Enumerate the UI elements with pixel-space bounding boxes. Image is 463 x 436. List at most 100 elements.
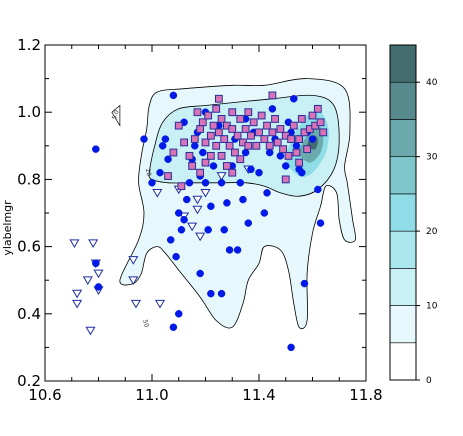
circle-point xyxy=(217,289,226,298)
triangle-point xyxy=(128,256,139,265)
square-point xyxy=(281,175,290,184)
plot-area: 5.0 20 50 10.6 11.0 11.4 11.8 0.2 0.4 0.6 0.8 1.0… xyxy=(1,36,383,404)
square-point xyxy=(313,104,322,113)
circle-point xyxy=(263,189,271,197)
circle-point xyxy=(148,179,156,187)
triangle-point xyxy=(187,222,198,232)
circle-point xyxy=(183,195,191,204)
circle-point xyxy=(233,246,242,254)
colorbar-frame xyxy=(389,44,417,381)
square-point xyxy=(212,104,221,113)
square-point xyxy=(276,125,285,133)
circle-point xyxy=(287,343,295,352)
circle-point xyxy=(220,226,228,234)
square-point xyxy=(268,91,277,100)
colorbar-band xyxy=(389,44,417,83)
y-axis: 0.2 0.4 0.6 0.8 1.0 1.2 xyxy=(17,36,366,390)
square-point xyxy=(228,125,237,133)
square-point xyxy=(220,135,229,143)
triangle-point xyxy=(195,232,206,242)
square-point xyxy=(241,125,250,133)
square-point xyxy=(180,138,188,147)
circle-point xyxy=(185,179,194,187)
square-point xyxy=(231,148,239,157)
circle-point xyxy=(316,219,325,227)
square-point xyxy=(206,151,215,160)
square-point xyxy=(252,141,261,150)
contour-line-5 xyxy=(119,78,357,330)
square-point xyxy=(265,141,274,150)
circle-point xyxy=(255,168,263,177)
square-point xyxy=(164,172,172,180)
circle-point xyxy=(314,185,322,194)
circle-point xyxy=(164,155,172,163)
circle-point xyxy=(298,168,306,177)
square-point xyxy=(214,128,223,137)
square-point xyxy=(244,141,253,150)
colorbar-band xyxy=(389,268,417,306)
scatter-markers xyxy=(69,91,328,352)
circle-point xyxy=(199,148,207,157)
square-point xyxy=(212,141,221,150)
square-point xyxy=(284,151,293,160)
colorbar-tick-label: 30 xyxy=(426,153,438,163)
circle-point xyxy=(175,310,183,318)
triangle-point xyxy=(88,239,99,249)
circle-point xyxy=(207,289,215,298)
square-point xyxy=(198,118,207,127)
colorbar-tick-label: 20 xyxy=(426,227,438,237)
triangle-point xyxy=(200,188,211,198)
circle-point xyxy=(223,199,231,207)
circle-point xyxy=(156,168,164,177)
square-point xyxy=(185,151,194,160)
triangle-point xyxy=(69,239,80,249)
square-point xyxy=(174,121,183,130)
y-tick-label: 1.0 xyxy=(17,103,41,121)
colorbar-band xyxy=(389,156,417,195)
x-tick-label: 11.8 xyxy=(349,386,382,404)
square-point xyxy=(289,121,298,130)
circle-point xyxy=(92,259,100,268)
triangle-point xyxy=(128,276,139,285)
circle-point xyxy=(180,215,188,224)
square-point xyxy=(287,135,296,143)
square-point xyxy=(295,135,304,143)
square-point xyxy=(201,158,210,167)
square-point xyxy=(247,131,255,140)
circle-point xyxy=(244,219,253,227)
circle-point xyxy=(241,148,250,157)
x-tick-label: 11.4 xyxy=(242,386,275,404)
circle-point xyxy=(140,135,148,143)
colorbar-tick-label: 0 xyxy=(426,376,432,386)
square-point xyxy=(228,168,237,177)
colorbar-tick-label: 10 xyxy=(426,302,438,312)
circle-point xyxy=(282,162,290,170)
square-point xyxy=(273,138,282,147)
circle-point xyxy=(175,209,183,217)
circle-point xyxy=(207,202,215,211)
contour-lines xyxy=(111,78,357,330)
circle-point xyxy=(292,142,301,150)
contour-label: 5.0 xyxy=(111,109,121,121)
contour-label: 20 xyxy=(144,168,152,177)
colorbar-tick-label: 40 xyxy=(426,78,438,88)
circle-point xyxy=(276,152,285,160)
square-point xyxy=(214,94,223,103)
circle-point xyxy=(300,279,309,288)
square-point xyxy=(292,148,301,157)
circle-point xyxy=(201,179,210,187)
triangle-point xyxy=(154,299,166,309)
square-point xyxy=(206,131,215,140)
triangle-point xyxy=(130,299,142,309)
triangle-point xyxy=(72,299,83,309)
square-point xyxy=(308,111,317,120)
circle-point xyxy=(158,142,167,150)
y-tick-label: 1.2 xyxy=(17,36,41,54)
circle-point xyxy=(239,195,247,204)
y-tick-label: 0.2 xyxy=(17,372,41,390)
square-point xyxy=(225,141,234,150)
circle-point xyxy=(204,226,212,234)
circle-point xyxy=(177,226,186,234)
contour-labels: 5.0 20 50 xyxy=(111,109,152,328)
y-axis-label: ylabelmgr xyxy=(1,200,14,256)
